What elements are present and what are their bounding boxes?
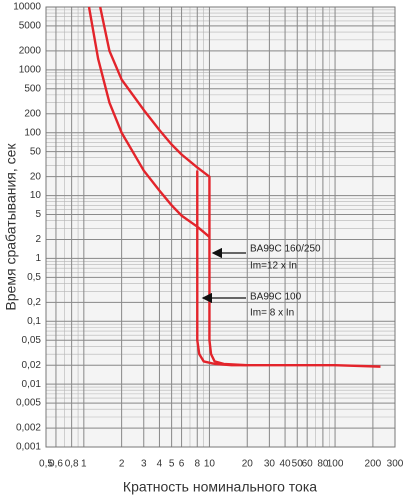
y-tick-label: 20 [30, 171, 42, 182]
y-tick-label: 10 [30, 190, 42, 201]
y-tick-label: 0,02 [22, 360, 42, 371]
x-tick-label: 8 [194, 459, 200, 470]
series-line [87, 6, 248, 367]
y-tick-label: 2 [35, 234, 41, 245]
y-tick-label: 0,05 [22, 335, 42, 346]
y-tick-label: 100 [24, 127, 41, 138]
y-tick-label: 5000 [19, 21, 42, 32]
x-tick-label: 2 [119, 459, 125, 470]
grid [45, 6, 396, 448]
x-tick-label: 5 [169, 459, 175, 470]
plot-frame [45, 6, 396, 448]
y-tick-label: 2000 [19, 46, 42, 57]
y-tick-label: 10000 [13, 2, 41, 13]
y-tick-label: 0,002 [16, 423, 41, 434]
x-tick-label: 0,6 [49, 459, 63, 470]
x-tick-label: 80 [317, 459, 329, 470]
x-tick-label: 4 [157, 459, 163, 470]
y-tick-label: 1000 [19, 64, 42, 75]
x-tick-label: 6 [179, 459, 185, 470]
x-tick-label: 60 [302, 459, 314, 470]
y-tick-label: 0,2 [27, 297, 41, 308]
series-line [99, 6, 381, 368]
x-axis-title: Кратность номинального тока [123, 479, 317, 495]
annotation: BA99C 160/250 [250, 244, 321, 255]
x-tick-label: 30 [264, 459, 276, 470]
x-tick-label: 10 [204, 459, 216, 470]
y-tick-label: 1 [35, 253, 41, 264]
y-tick-label: 0,001 [16, 442, 41, 453]
y-tick-label: 50 [30, 146, 42, 157]
x-tick-label: 0,5 [39, 459, 53, 470]
x-tick-label: 3 [141, 459, 147, 470]
x-tick-label: 1 [81, 459, 87, 470]
x-tick-label: 200 [365, 459, 382, 470]
annotation: Im=12 x In [250, 261, 297, 272]
marks [87, 6, 381, 368]
x-tick-label: 40 [280, 459, 292, 470]
x-tick-label: 100 [327, 459, 344, 470]
y-tick-label: 0,1 [27, 316, 41, 327]
y-tick-label: 200 [24, 108, 41, 119]
x-tick-label: 300 [387, 459, 404, 470]
x-tick-label: 20 [242, 459, 254, 470]
y-tick-label: 0,5 [27, 272, 41, 283]
y-tick-label: 0,01 [22, 379, 42, 390]
annotation: Im= 8 x In [250, 308, 294, 319]
x-tick-label: 0,8 [65, 459, 79, 470]
y-tick-label: 500 [24, 83, 41, 94]
x-tick-label: 50 [292, 459, 304, 470]
y-tick-label: 5 [35, 209, 41, 220]
annotation: BA99C 100 [250, 292, 302, 303]
y-tick-label: 0,005 [16, 398, 41, 409]
y-axis-title: Время срабатывания, сек [3, 143, 19, 311]
